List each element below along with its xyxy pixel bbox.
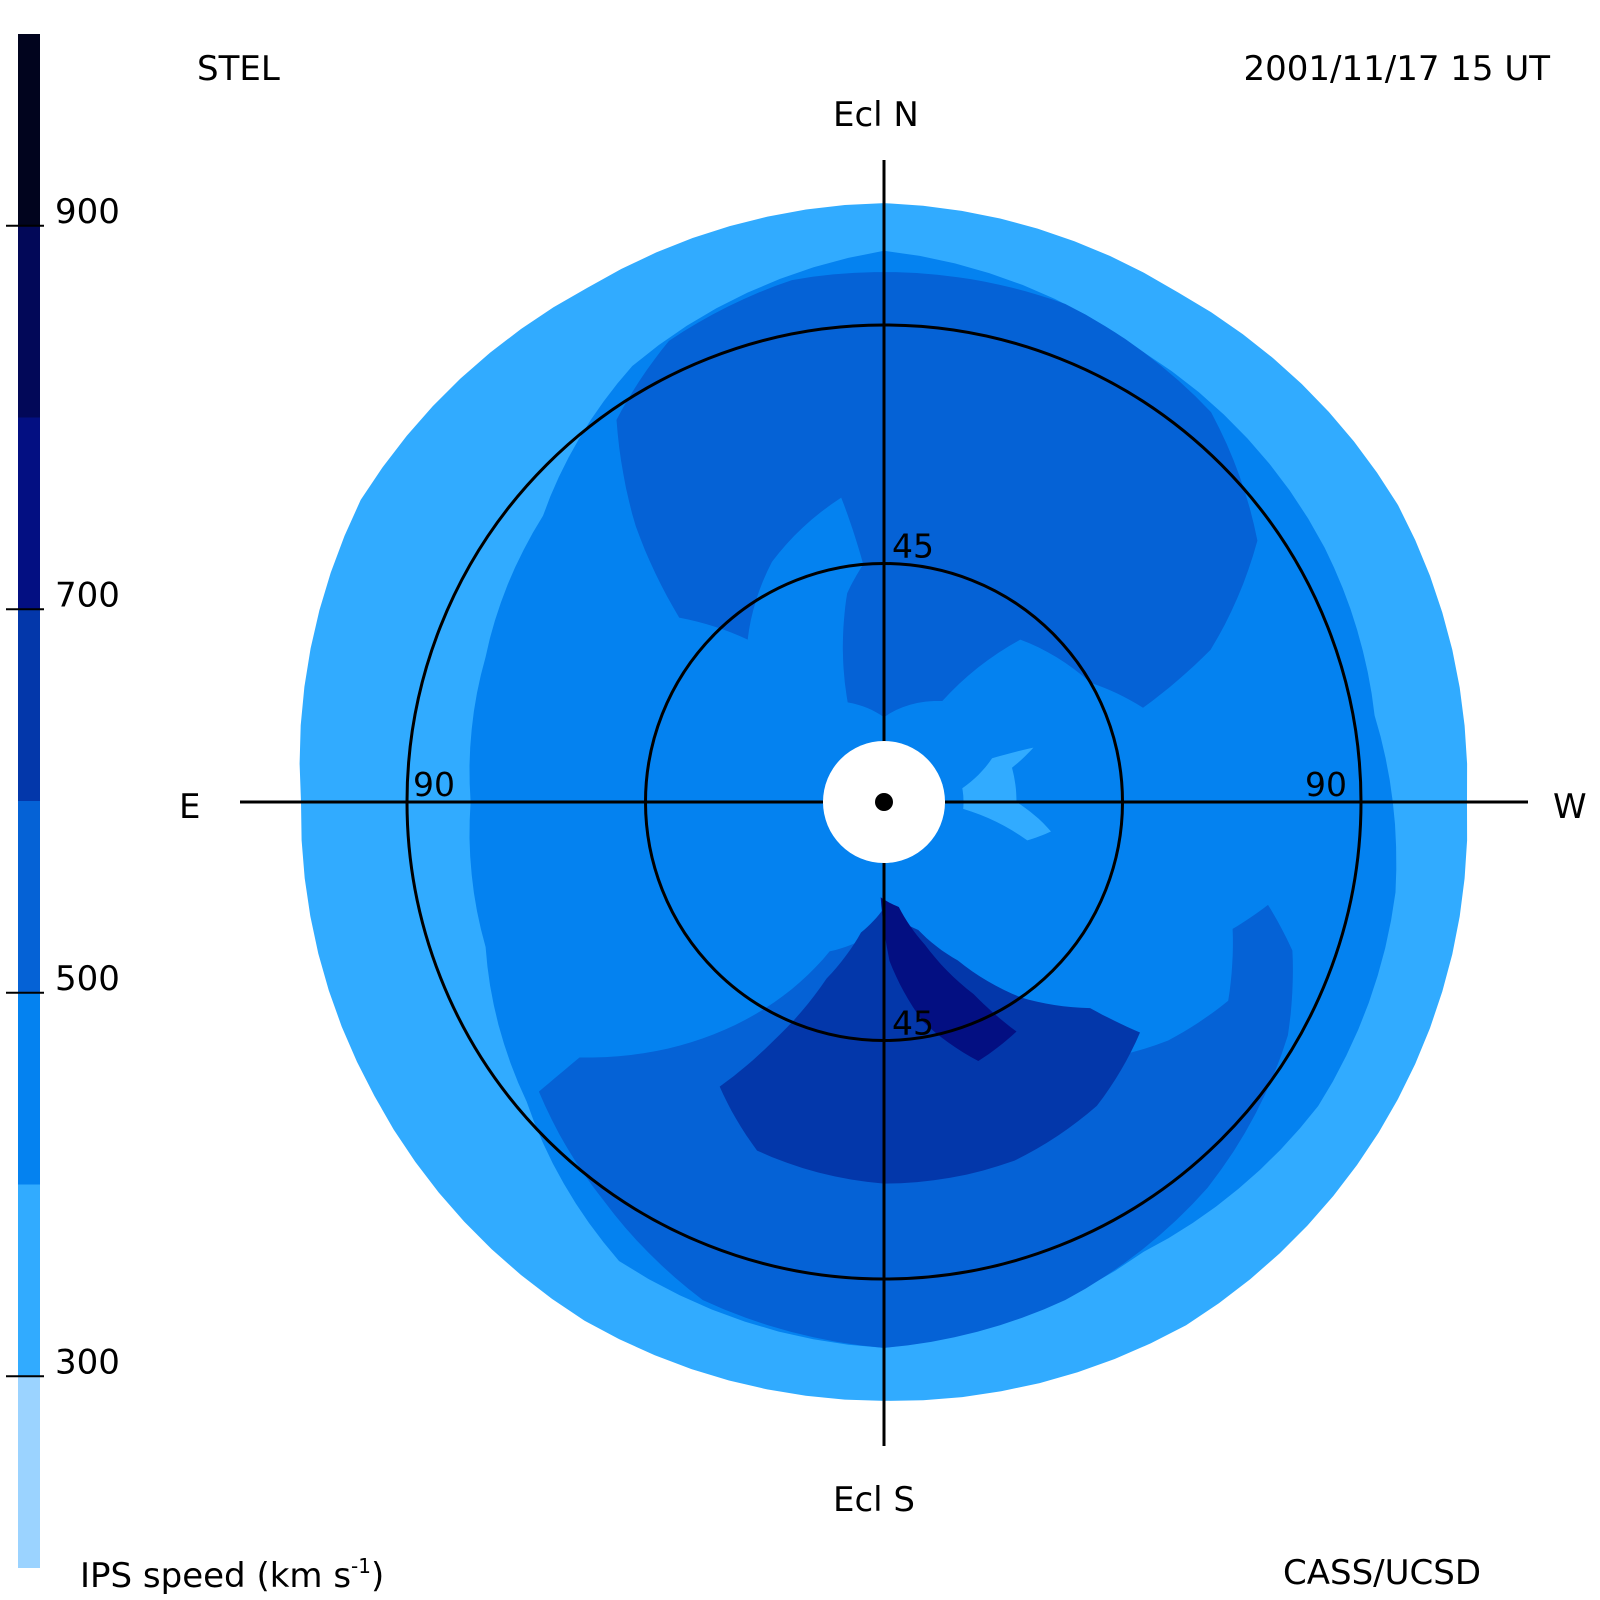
elongation-label-90-east: 90: [413, 765, 455, 804]
colorbar-band-7: [18, 34, 40, 226]
speed-region-south-core: [719, 908, 1140, 1184]
map-overlays: 45 45 90 90: [240, 160, 1528, 1446]
south-label: Ecl S: [833, 1480, 916, 1520]
east-label: E: [179, 787, 201, 827]
colorbar-band-0: [18, 1376, 40, 1568]
sun-marker: [875, 793, 893, 811]
elongation-label-45-north: 45: [892, 527, 934, 566]
colorbar-band-6: [18, 225, 40, 418]
colorbar-tick-label-500: 500: [55, 959, 120, 999]
colorbar-svg: 300 500 700 900: [6, 34, 120, 1568]
west-label: W: [1553, 787, 1587, 827]
elongation-label-45-south: 45: [892, 1004, 934, 1043]
colorbar-tick-label-900: 900: [55, 192, 120, 232]
colorbar-bands: [18, 34, 40, 1568]
credit-label: CASS/UCSD: [1283, 1553, 1482, 1593]
colorbar-band-5: [18, 417, 40, 610]
elongation-label-90-west: 90: [1305, 765, 1347, 804]
speed-region-north-lobe: [616, 272, 1258, 718]
timestamp-label: 2001/11/17 15 UT: [1243, 49, 1551, 89]
colorbar-title-exponent: -1: [351, 1554, 371, 1578]
north-label: Ecl N: [833, 95, 919, 135]
colorbar-title-main: IPS speed (km s: [80, 1556, 352, 1596]
colorbar-band-2: [18, 992, 40, 1185]
speed-region-east-light-patch: [962, 747, 1051, 841]
colorbar-band-4: [18, 609, 40, 801]
colorbar-ticks: 300 500 700 900: [6, 192, 120, 1382]
colorbar-band-1: [18, 1184, 40, 1377]
colorbar-tick-label-700: 700: [55, 575, 120, 615]
colorbar-title-close: ): [371, 1556, 385, 1596]
observatory-label: STEL: [197, 49, 280, 89]
colorbar-title: IPS speed (km s-1): [80, 1556, 384, 1593]
colorbar-band-3: [18, 801, 40, 993]
colorbar-tick-label-300: 300: [55, 1342, 120, 1382]
